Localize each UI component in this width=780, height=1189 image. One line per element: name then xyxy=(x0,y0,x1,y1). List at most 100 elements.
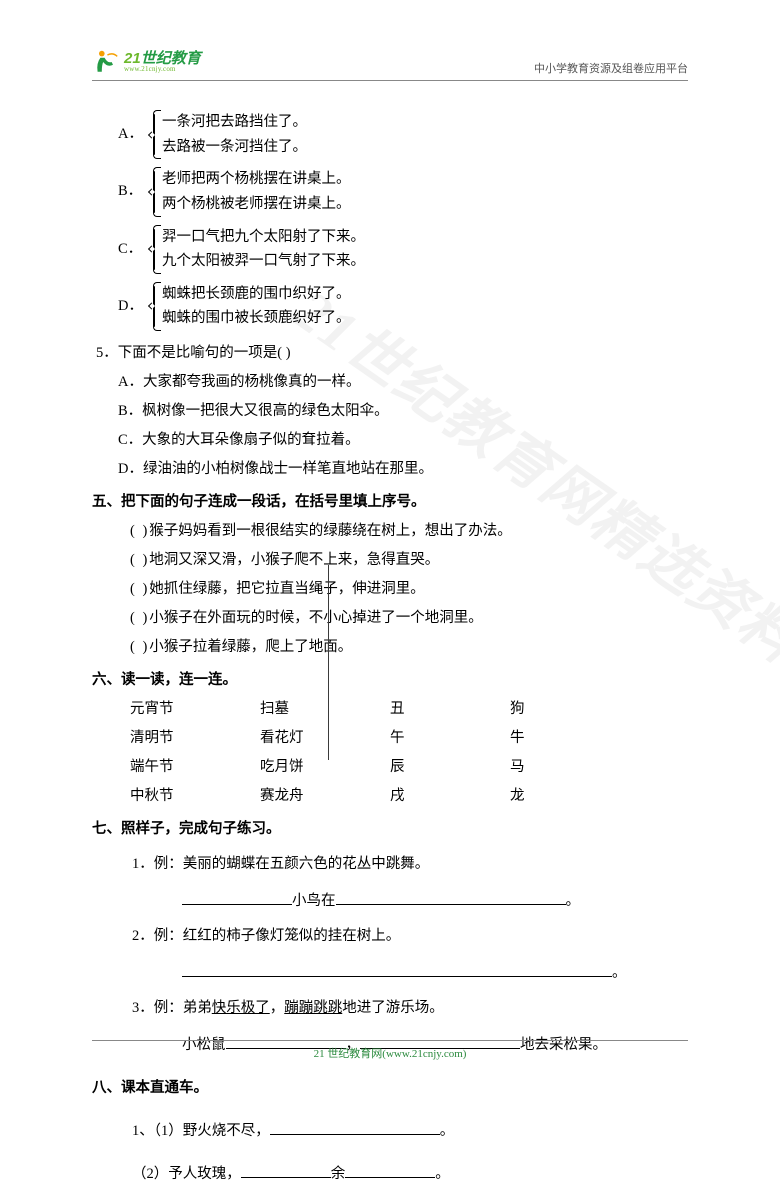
page-header: 21世纪教育 www.21cnjy.com 中小学教育资源及组卷应用平台 xyxy=(92,48,688,76)
sec7-item: 2．例：红红的柿子像灯笼似的挂在树上。。 xyxy=(132,922,688,988)
option-line: 羿一口气把九个太阳射了下来。 xyxy=(162,225,365,250)
sec5-title: 五、把下面的句子连成一段话，在括号里填上序号。 xyxy=(92,488,688,517)
footer-text: 21 世纪教育网(www.21cnjy.com) xyxy=(0,1045,780,1061)
sec5-text: 小猴子拉着绿藤，爬上了地面。 xyxy=(149,639,352,655)
blank-input[interactable] xyxy=(182,963,612,978)
paren-blank[interactable]: ( ) xyxy=(130,552,149,568)
option-line: 九个太阳被羿一口气射了下来。 xyxy=(162,249,365,274)
logo-icon xyxy=(92,48,120,76)
example-line: 2．例：红红的柿子像灯笼似的挂在树上。 xyxy=(132,922,688,951)
q4-option: B． 老师把两个杨桃摆在讲桌上。两个杨桃被老师摆在讲桌上。 xyxy=(118,167,688,216)
sec8-item: 1、（1）野火烧不尽， 。 xyxy=(132,1117,688,1146)
match-cell: 狗 xyxy=(510,695,610,724)
example-line: 3．例：弟弟快乐极了，蹦蹦跳跳地进了游乐场。 xyxy=(132,994,688,1023)
match-cell: 元宵节 xyxy=(130,695,260,724)
option-label: A． xyxy=(118,120,150,149)
option-label: D． xyxy=(118,292,150,321)
match-cell: 端午节 xyxy=(130,753,260,782)
vertical-divider xyxy=(328,565,329,760)
match-row: 清明节看花灯午牛 xyxy=(130,724,688,753)
sec8-text: （2）予人玫瑰， xyxy=(132,1166,241,1182)
q4-option: A． 一条河把去路挡住了。去路被一条河挡住了。 xyxy=(118,110,688,159)
sec5-line: ( )猴子妈妈看到一根很结实的绿藤绕在树上，想出了办法。 xyxy=(130,517,688,546)
match-row: 端午节吃月饼辰马 xyxy=(130,753,688,782)
sec5-text: 猴子妈妈看到一根很结实的绿藤绕在树上，想出了办法。 xyxy=(149,523,512,539)
option-line: 蜘蛛的围巾被长颈鹿织好了。 xyxy=(162,306,351,331)
brace-icon xyxy=(150,167,160,216)
blank-input[interactable] xyxy=(182,891,292,906)
option-lines: 老师把两个杨桃摆在讲桌上。两个杨桃被老师摆在讲桌上。 xyxy=(162,167,351,216)
match-cell: 马 xyxy=(510,753,610,782)
sec8-text: 1、（1）野火烧不尽， xyxy=(132,1123,270,1139)
option-line: 蜘蛛把长颈鹿的围巾织好了。 xyxy=(162,282,351,307)
match-cell: 戌 xyxy=(390,782,510,811)
brace-icon xyxy=(150,282,160,331)
sec7-item: 1．例：美丽的蝴蝶在五颜六色的花丛中跳舞。小鸟在。 xyxy=(132,850,688,916)
sec6-title: 六、读一读，连一连。 xyxy=(92,666,688,695)
option-line: 去路被一条河挡住了。 xyxy=(162,135,307,160)
footer-rule xyxy=(92,1040,688,1041)
paren-blank[interactable]: ( ) xyxy=(130,639,149,655)
sec8-text: 。 xyxy=(435,1166,450,1182)
option-lines: 羿一口气把九个太阳射了下来。九个太阳被羿一口气射了下来。 xyxy=(162,225,365,274)
q5-num: 5． xyxy=(96,345,118,361)
underline-text: 快乐极了 xyxy=(212,1000,270,1016)
paren-blank[interactable]: ( ) xyxy=(130,610,149,626)
match-cell: 丑 xyxy=(390,695,510,724)
sec8-text: 余 xyxy=(331,1166,346,1182)
underline-text: 蹦蹦跳跳 xyxy=(284,1000,342,1016)
match-cell: 辰 xyxy=(390,753,510,782)
blank-input[interactable] xyxy=(336,891,566,906)
blank-input[interactable] xyxy=(345,1164,435,1179)
match-cell: 午 xyxy=(390,724,510,753)
option-lines: 蜘蛛把长颈鹿的围巾织好了。蜘蛛的围巾被长颈鹿织好了。 xyxy=(162,282,351,331)
paren-blank[interactable]: ( ) xyxy=(130,523,149,539)
option-label: B． xyxy=(118,177,150,206)
sec5-line: ( )小猴子拉着绿藤，爬上了地面。 xyxy=(130,633,688,662)
match-cell: 牛 xyxy=(510,724,610,753)
option-line: 一条河把去路挡住了。 xyxy=(162,110,307,135)
fill-line: 。 xyxy=(182,959,688,988)
q4-option: C． 羿一口气把九个太阳射了下来。九个太阳被羿一口气射了下来。 xyxy=(118,225,688,274)
option-line: 两个杨桃被老师摆在讲桌上。 xyxy=(162,192,351,217)
sec8-title: 八、课本直通车。 xyxy=(92,1074,688,1103)
example-line: 1．例：美丽的蝴蝶在五颜六色的花丛中跳舞。 xyxy=(132,850,688,879)
sec5-line: ( )地洞又深又滑，小猴子爬不上来，急得直哭。 xyxy=(130,546,688,575)
sec5-text: 地洞又深又滑，小猴子爬不上来，急得直哭。 xyxy=(149,552,439,568)
sec5-line: ( )她抓住绿藤，把它拉直当绳子，伸进洞里。 xyxy=(130,575,688,604)
q5-stem: 下面不是比喻句的一项是( ) xyxy=(118,345,291,361)
match-cell: 赛龙舟 xyxy=(260,782,390,811)
sec5-text: 她抓住绿藤，把它拉直当绳子，伸进洞里。 xyxy=(149,581,425,597)
option-label: C． xyxy=(118,235,150,264)
q5-option: B．枫树像一把很大又很高的绿色太阳伞。 xyxy=(118,397,688,426)
match-row: 元宵节扫墓丑狗 xyxy=(130,695,688,724)
sec5-text: 小猴子在外面玩的时候，不小心掉进了一个地洞里。 xyxy=(149,610,483,626)
match-cell: 看花灯 xyxy=(260,724,390,753)
blank-input[interactable] xyxy=(241,1164,331,1179)
option-line: 老师把两个杨桃摆在讲桌上。 xyxy=(162,167,351,192)
brace-icon xyxy=(150,110,160,159)
fill-line: 小鸟在。 xyxy=(182,887,688,916)
content-area: A． 一条河把去路挡住了。去路被一条河挡住了。 B． 老师把两个杨桃摆在讲桌上。两个杨… xyxy=(92,110,688,1189)
header-rule xyxy=(92,80,688,81)
logo-url: www.21cnjy.com xyxy=(124,66,201,73)
sec7-title: 七、照样子，完成句子练习。 xyxy=(92,815,688,844)
q5-option: C．大象的大耳朵像扇子似的耷拉着。 xyxy=(118,426,688,455)
blank-input[interactable] xyxy=(270,1121,440,1136)
match-cell: 扫墓 xyxy=(260,695,390,724)
option-lines: 一条河把去路挡住了。去路被一条河挡住了。 xyxy=(162,110,307,159)
q4-option: D． 蜘蛛把长颈鹿的围巾织好了。蜘蛛的围巾被长颈鹿织好了。 xyxy=(118,282,688,331)
logo: 21世纪教育 www.21cnjy.com xyxy=(92,48,201,76)
header-subtitle: 中小学教育资源及组卷应用平台 xyxy=(534,60,688,76)
fill-text: 。 xyxy=(612,965,627,981)
fill-text: 。 xyxy=(566,893,581,909)
sec8-text: 。 xyxy=(440,1123,455,1139)
match-row: 中秋节赛龙舟戌龙 xyxy=(130,782,688,811)
q5-option: D．绿油油的小柏树像战士一样笔直地站在那里。 xyxy=(118,455,688,484)
match-cell: 清明节 xyxy=(130,724,260,753)
match-cell: 吃月饼 xyxy=(260,753,390,782)
brace-icon xyxy=(150,225,160,274)
paren-blank[interactable]: ( ) xyxy=(130,581,149,597)
sec8-item: （2）予人玫瑰， 余 。 xyxy=(132,1160,688,1189)
sec5-line: ( )小猴子在外面玩的时候，不小心掉进了一个地洞里。 xyxy=(130,604,688,633)
